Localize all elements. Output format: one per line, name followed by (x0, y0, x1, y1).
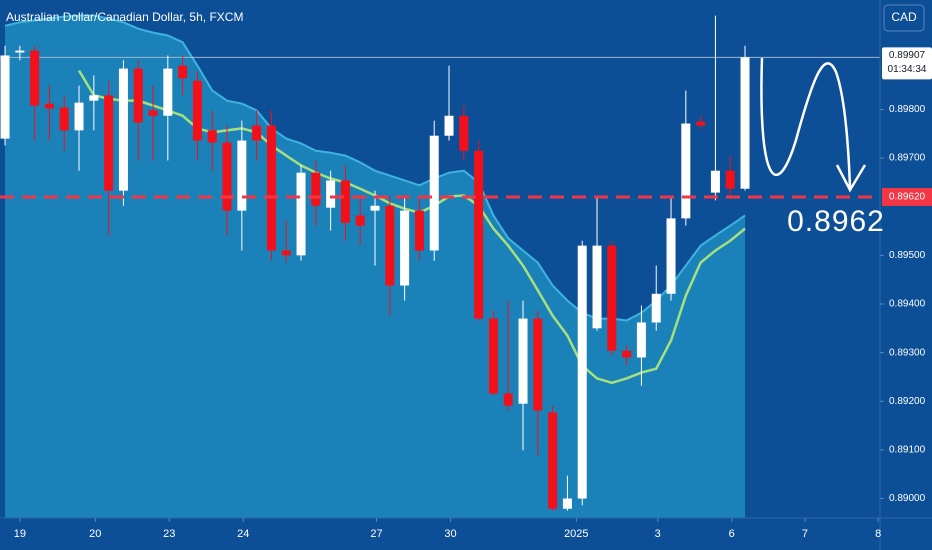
y-tick-label: 0.89400 (889, 299, 926, 310)
last-price-label: 0.89907 (889, 50, 926, 61)
candle-body (414, 210, 424, 251)
candle-body (696, 121, 706, 126)
candle-body (562, 498, 572, 509)
price-line-label: 0.89620 (889, 192, 926, 203)
candle-body (607, 245, 617, 351)
candle-body (89, 95, 99, 101)
price-annotation: 0.8962 (787, 205, 885, 238)
candle-body (740, 57, 750, 189)
countdown-label: 01:34:34 (888, 64, 927, 75)
y-tick-label: 0.89200 (889, 396, 926, 407)
last-price-label-box (882, 47, 932, 80)
candle-body (548, 412, 558, 509)
x-tick-label: 30 (444, 528, 456, 540)
candle-body (429, 135, 439, 251)
x-tick-label: 20 (89, 528, 101, 540)
candle-body (474, 150, 484, 319)
candle-body (725, 170, 735, 189)
band-area (5, 15, 746, 518)
candle-body (148, 110, 158, 116)
candle-body (15, 50, 25, 53)
x-tick-label: 27 (370, 528, 382, 540)
candle-body (178, 65, 188, 79)
chart-title: Australian Dollar/Canadian Dollar, 5h, F… (6, 10, 243, 24)
candle-body (533, 318, 543, 411)
candle-body (118, 68, 128, 191)
band-upper-line (4, 14, 746, 322)
candle-body (622, 350, 632, 358)
candle-body (163, 68, 173, 116)
moving-average-line (77, 69, 746, 385)
candle-body (237, 140, 247, 211)
y-tick-label: 0.89700 (889, 153, 926, 164)
candle-body (444, 115, 454, 136)
currency-button-label[interactable]: CAD (891, 10, 917, 24)
y-tick-label: 0.89500 (889, 250, 926, 261)
drawn-arrow (760, 57, 852, 189)
x-tick-label: 6 (729, 528, 735, 540)
candle-body (710, 170, 720, 193)
candle-body (59, 107, 69, 131)
x-tick-label: 24 (237, 528, 249, 540)
x-tick-label: 2025 (564, 528, 588, 540)
candle-body (459, 115, 469, 151)
currency-button[interactable] (883, 4, 925, 32)
y-tick-label: 0.89000 (889, 493, 926, 504)
candle-body (207, 130, 217, 143)
candle-body (296, 172, 306, 256)
plot-area (0, 14, 880, 518)
candle-body (355, 215, 365, 226)
candle-body (636, 322, 646, 358)
arrow-head (835, 164, 867, 193)
candle-body (311, 172, 321, 206)
candle-body (340, 180, 350, 223)
candle-body (577, 245, 587, 499)
candle-body (400, 210, 410, 286)
candle-body (385, 205, 395, 286)
price-line-label-box (882, 187, 932, 206)
x-tick-label: 8 (875, 528, 881, 540)
x-tick-label: 23 (163, 528, 175, 540)
candle-body (666, 218, 676, 294)
y-tick-label: 0.89300 (889, 347, 926, 358)
candle-body (74, 102, 84, 131)
y-tick-label: 0.89800 (889, 104, 926, 115)
candle-body (0, 55, 10, 139)
candle-body (503, 393, 513, 406)
candle-body (592, 245, 602, 329)
candle-body (192, 80, 202, 141)
candle-body (370, 205, 380, 211)
candle-body (281, 250, 291, 256)
candle-body (326, 180, 336, 208)
y-tick-label: 0.89100 (889, 445, 926, 456)
candle-body (222, 142, 232, 211)
candle-body (133, 68, 143, 123)
candle-body (44, 103, 54, 109)
candle-body (488, 318, 498, 394)
candle-body (651, 293, 661, 323)
x-tick-label: 7 (802, 528, 808, 540)
candle-body (681, 123, 691, 219)
candle-body (30, 50, 40, 106)
candle-body (252, 125, 262, 141)
x-tick-label: 19 (14, 528, 26, 540)
candle-body (518, 318, 528, 404)
candle-body (104, 95, 114, 191)
x-tick-label: 3 (655, 528, 661, 540)
candle-body (266, 125, 276, 251)
